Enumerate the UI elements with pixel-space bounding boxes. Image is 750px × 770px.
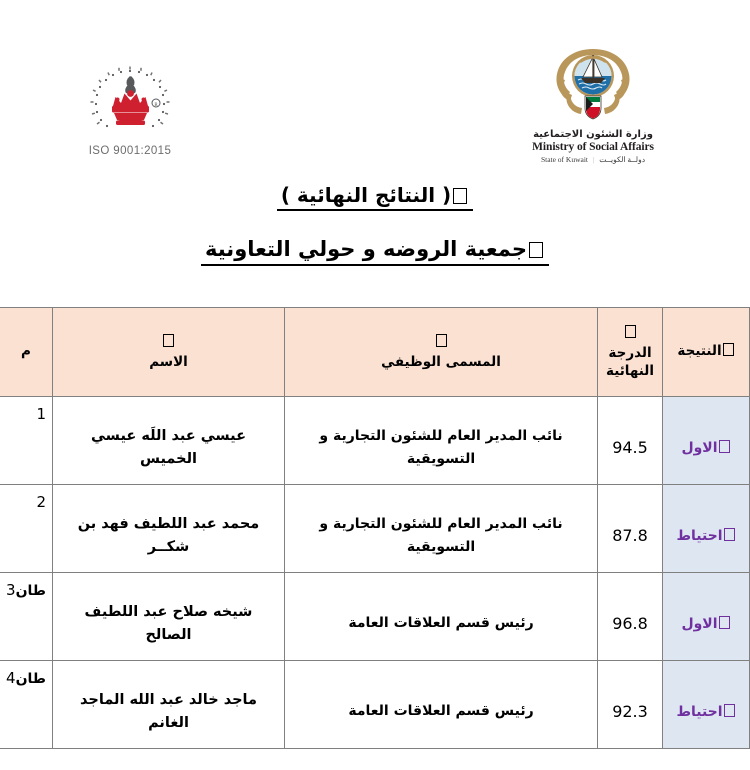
ministry-logo: وزارة الشئون الاجتماعية Ministry of Soci… (498, 46, 688, 164)
state-divider: | (592, 155, 595, 164)
ministry-state-line: State of Kuwait | دولــة الكويــت (498, 155, 688, 164)
table-row: الاول 94.5 نائب المدير العام للشئون التج… (0, 396, 750, 485)
table-row: احتياط 87.8 نائب المدير العام للشئون الت… (0, 484, 750, 573)
missing-glyph-box-icon (718, 616, 730, 629)
column-header-result-label: النتيجة (677, 343, 722, 360)
column-header-score-line2: النهائية (606, 363, 654, 380)
table-row: احتياط 92.3 رئيس قسم العلاقات العامة ماج… (0, 660, 750, 749)
cell-number: طان3 (0, 572, 53, 661)
cell-score: 96.8 (597, 572, 663, 661)
missing-glyph-line (53, 333, 284, 351)
page-title-text: ( النتائج النهائية ) (280, 183, 452, 207)
cell-result: احتياط (662, 660, 750, 749)
missing-glyph-line (598, 324, 662, 342)
cell-number: طان4 (0, 660, 53, 749)
column-header-result: النتيجة (662, 307, 750, 397)
cell-score: 94.5 (597, 396, 663, 485)
cell-number-overflow: طان (15, 671, 46, 687)
missing-glyph-box-icon (453, 188, 468, 204)
cell-number-overflow: طان (15, 583, 46, 599)
page-subtitle: جمعية الروضه و حولي التعاونية (201, 237, 549, 266)
results-table-container: النتيجة الدرجة النهائية المسمى الوظيفي ا… (0, 307, 750, 749)
cell-number-inner: طان4 (6, 669, 46, 687)
page-subtitle-text: جمعية الروضه و حولي التعاونية (205, 237, 527, 261)
iso-certification-logo: R ISO 9001:2015 (78, 62, 182, 157)
missing-glyph-box-icon (723, 704, 735, 717)
cell-number: 2 (0, 484, 53, 573)
column-header-score-line1: الدرجة (608, 344, 652, 361)
missing-glyph-box-icon (722, 343, 734, 357)
cell-score: 87.8 (597, 484, 663, 573)
cell-number-text: 1 (36, 405, 46, 423)
missing-glyph-line (285, 333, 597, 351)
kuwait-emblem-icon (550, 46, 636, 126)
column-header-name: الاسم (52, 307, 285, 397)
document-header-band: R ISO 9001:2015 (0, 0, 750, 175)
column-header-score: الدرجة النهائية (597, 307, 663, 397)
missing-glyph-box-icon (163, 333, 174, 347)
cell-name: شيخه صلاح عبد اللطيف الصالح (52, 572, 285, 661)
state-english: State of Kuwait (540, 155, 589, 164)
results-table: النتيجة الدرجة النهائية المسمى الوظيفي ا… (0, 307, 750, 749)
document-titles: ( النتائج النهائية ) جمعية الروضه و حولي… (0, 175, 750, 266)
cell-name: عيسي عبد اللَه عيسي الخميس (52, 396, 285, 485)
cell-result: الاول (662, 396, 750, 485)
ministry-name-english: Ministry of Social Affairs (532, 141, 654, 153)
column-header-number-label: م (21, 343, 31, 360)
cell-name: ماجد خالد عبد الله الماجد الغانم (52, 660, 285, 749)
cell-score: 92.3 (597, 660, 663, 749)
cell-result: احتياط (662, 484, 750, 573)
cell-result-text: احتياط (676, 704, 723, 720)
table-row: الاول 96.8 رئيس قسم العلاقات العامة شيخه… (0, 572, 750, 661)
cell-result-text: الاول (681, 440, 718, 456)
cell-number-inner: 2 (36, 493, 46, 511)
ministry-name-arabic: وزارة الشئون الاجتماعية (533, 129, 653, 140)
missing-glyph-box-icon (528, 242, 543, 258)
svg-text:R: R (154, 103, 158, 108)
iso-seal-icon: R (86, 62, 174, 144)
cell-number-inner: 1 (36, 405, 46, 423)
state-arabic: دولــة الكويــت (599, 155, 646, 164)
column-header-job-title-label: المسمى الوظيفي (381, 354, 501, 370)
column-header-name-label: الاسم (149, 354, 188, 370)
page-title: ( النتائج النهائية ) (276, 183, 474, 211)
missing-glyph-box-icon (624, 324, 636, 338)
table-header: النتيجة الدرجة النهائية المسمى الوظيفي ا… (0, 307, 750, 397)
column-header-number: م (0, 307, 53, 397)
cell-job-title: نائب المدير العام للشئون التجارية و التس… (284, 396, 598, 485)
cell-number-text: 3 (6, 581, 16, 599)
cell-name: محمد عبد اللطيف فهد بن شكــر (52, 484, 285, 573)
cell-result-text: الاول (681, 616, 718, 632)
cell-job-title: رئيس قسم العلاقات العامة (284, 660, 598, 749)
cell-number: 1 (0, 396, 53, 485)
cell-job-title: نائب المدير العام للشئون التجارية و التس… (284, 484, 598, 573)
missing-glyph-box-icon (723, 528, 735, 541)
cell-number-text: 2 (36, 493, 46, 511)
cell-number-inner: طان3 (6, 581, 46, 599)
missing-glyph-box-icon (435, 333, 447, 347)
cell-number-text: 4 (6, 669, 16, 687)
column-header-job-title: المسمى الوظيفي (284, 307, 598, 397)
iso-caption: ISO 9001:2015 (88, 145, 172, 157)
table-header-row: النتيجة الدرجة النهائية المسمى الوظيفي ا… (0, 307, 750, 397)
cell-job-title: رئيس قسم العلاقات العامة (284, 572, 598, 661)
table-body: الاول 94.5 نائب المدير العام للشئون التج… (0, 396, 750, 749)
cell-result-text: احتياط (676, 528, 723, 544)
cell-result: الاول (662, 572, 750, 661)
missing-glyph-box-icon (718, 440, 730, 453)
